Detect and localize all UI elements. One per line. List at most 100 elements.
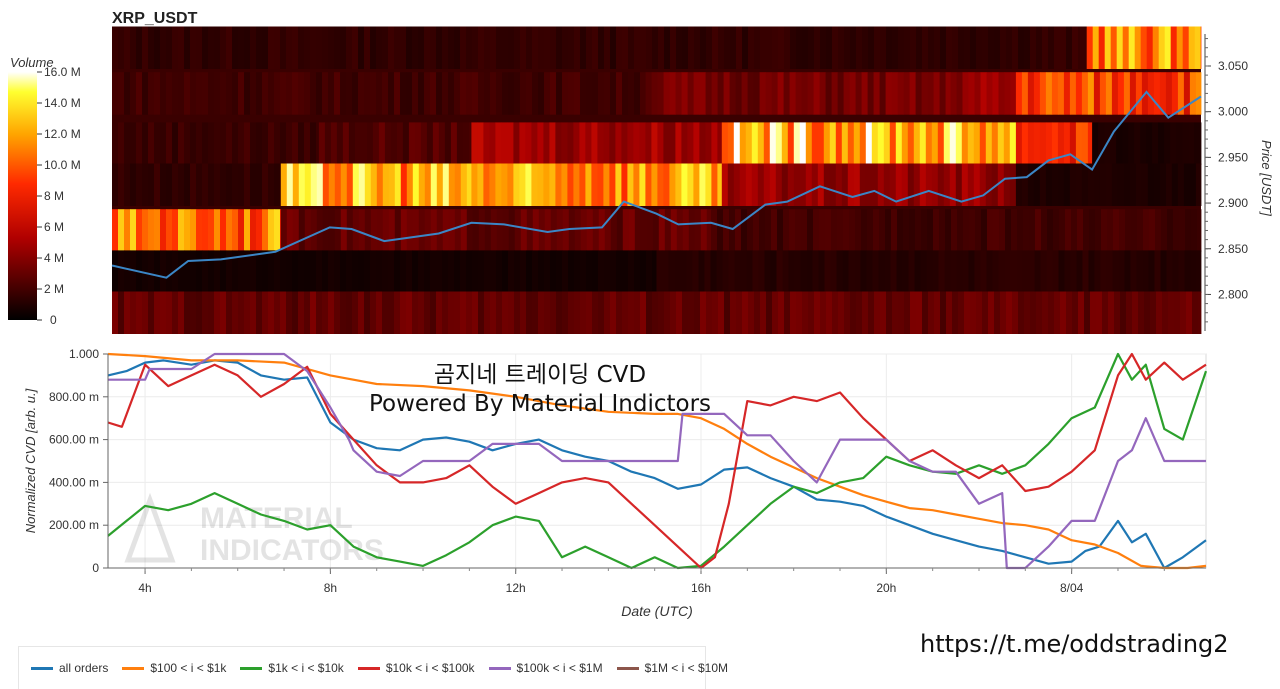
heatmap-cell <box>991 122 999 165</box>
heatmap-cell <box>854 250 861 293</box>
heatmap-cell <box>850 26 857 69</box>
heatmap-cell <box>394 163 402 206</box>
heatmap-cell <box>442 291 449 334</box>
heatmap-cell <box>418 72 425 115</box>
heatmap-cell <box>752 250 759 293</box>
heatmap-cell <box>316 250 323 293</box>
heatmap-cell <box>190 250 197 293</box>
heatmap-cell <box>829 122 837 165</box>
heatmap-cell <box>849 72 856 115</box>
heatmap-cell <box>795 72 802 115</box>
heatmap-cell <box>1046 250 1053 293</box>
heatmap-cell <box>460 163 468 206</box>
heatmap-cell <box>136 72 143 115</box>
heatmap-cell <box>919 122 927 165</box>
heatmap-cell <box>1003 122 1011 165</box>
heatmap-cell <box>250 209 257 252</box>
heatmap-cell <box>902 250 909 293</box>
heatmap-cell <box>662 250 669 293</box>
heatmap-cell <box>729 209 736 252</box>
heatmap-cell <box>826 291 833 334</box>
legend-item[interactable]: $100 < i < $1k <box>122 661 226 675</box>
heatmap-cell <box>340 163 348 206</box>
heatmap-cell <box>544 250 551 293</box>
legend-item[interactable]: all orders <box>31 661 108 675</box>
heatmap-cell <box>148 209 155 252</box>
heatmap-cell <box>1156 291 1163 334</box>
heatmap-cell <box>711 122 718 165</box>
heatmap-cell <box>680 250 687 293</box>
heatmap-cell <box>561 163 568 206</box>
cvd-x-tick-label: 4h <box>138 581 151 595</box>
telegram-link[interactable]: https://t.me/oddstrading2 <box>920 630 1229 658</box>
heatmap-cell <box>663 72 670 115</box>
colorbar-title: Volume <box>10 55 54 70</box>
heatmap-cell <box>1146 122 1153 165</box>
heatmap-cell <box>124 26 131 69</box>
heatmap-cell <box>172 291 179 334</box>
heatmap-cell <box>178 122 185 165</box>
heatmap-cell <box>220 209 227 252</box>
legend-item[interactable]: $1k < i < $10k <box>240 661 344 675</box>
heatmap-cell <box>304 163 312 206</box>
heatmap-cell <box>244 250 251 293</box>
heatmap-cell <box>915 209 922 252</box>
heatmap-cell <box>1164 122 1171 165</box>
heatmap-cell <box>1200 122 1202 165</box>
heatmap-cell <box>1028 250 1035 293</box>
legend-item[interactable]: $100k < i < $1M <box>488 661 603 675</box>
heatmap-cell <box>1027 72 1035 115</box>
heatmap-cell <box>1086 26 1094 69</box>
heatmap-cell <box>597 122 604 165</box>
heatmap-cell <box>1069 72 1077 115</box>
heatmap-cell <box>1051 72 1059 115</box>
heatmap-cell <box>586 26 593 69</box>
heatmap-cell <box>124 72 131 115</box>
heatmap-cell <box>408 122 416 165</box>
price-axis: 2.800 2.850 2.900 2.950 3.000 3.050 <box>1204 34 1248 331</box>
heatmap-cell <box>358 209 366 252</box>
heatmap-cell <box>901 163 909 206</box>
cvd-x-tick-label: 8/04 <box>1060 581 1084 595</box>
heatmap-cell <box>793 122 801 165</box>
heatmap-cell <box>1003 163 1011 206</box>
heatmap-cell <box>304 122 311 165</box>
heatmap-cell <box>394 26 401 69</box>
heatmap-cell <box>1148 250 1155 293</box>
legend-item[interactable]: $10k < i < $100k <box>357 661 475 675</box>
heatmap-cell <box>1093 163 1101 206</box>
heatmap-cell <box>1158 122 1165 165</box>
heatmap-cell <box>856 26 863 69</box>
heatmap-cell <box>172 122 179 165</box>
heatmap-cell <box>274 163 281 206</box>
heatmap-cell <box>442 26 449 69</box>
heatmap-cell <box>298 122 305 165</box>
heatmap-cell <box>142 291 149 334</box>
heatmap-cell <box>1081 72 1089 115</box>
heatmap-cell <box>112 163 119 206</box>
heatmap-cell <box>190 163 197 206</box>
heatmap-cell <box>1194 122 1201 165</box>
heatmap-cell <box>1081 122 1089 165</box>
heatmap-cell <box>286 250 293 293</box>
colorbar-tick-label: 14.0 M <box>44 96 81 110</box>
heatmap-cell <box>1162 291 1169 334</box>
heatmap-cell <box>538 72 545 115</box>
heatmap-cell <box>640 291 647 334</box>
legend-item[interactable]: $1M < i < $10M <box>616 661 728 675</box>
heatmap-cell <box>238 163 245 206</box>
heatmap-cell <box>681 72 688 115</box>
heatmap-cell <box>628 291 635 334</box>
heatmap-cell <box>370 291 377 334</box>
heatmap-cell <box>1104 26 1112 69</box>
heatmap-cell <box>142 209 149 252</box>
heatmap-cell <box>586 250 593 293</box>
heatmap-cell <box>148 122 155 165</box>
heatmap-cell <box>495 163 502 206</box>
heatmap-cell <box>1113 209 1120 252</box>
heatmap-cell <box>214 209 221 252</box>
heatmap-cell <box>747 72 754 115</box>
heatmap-cell <box>460 72 467 115</box>
heatmap-cell <box>280 72 287 115</box>
heatmap-cell <box>1195 72 1202 115</box>
